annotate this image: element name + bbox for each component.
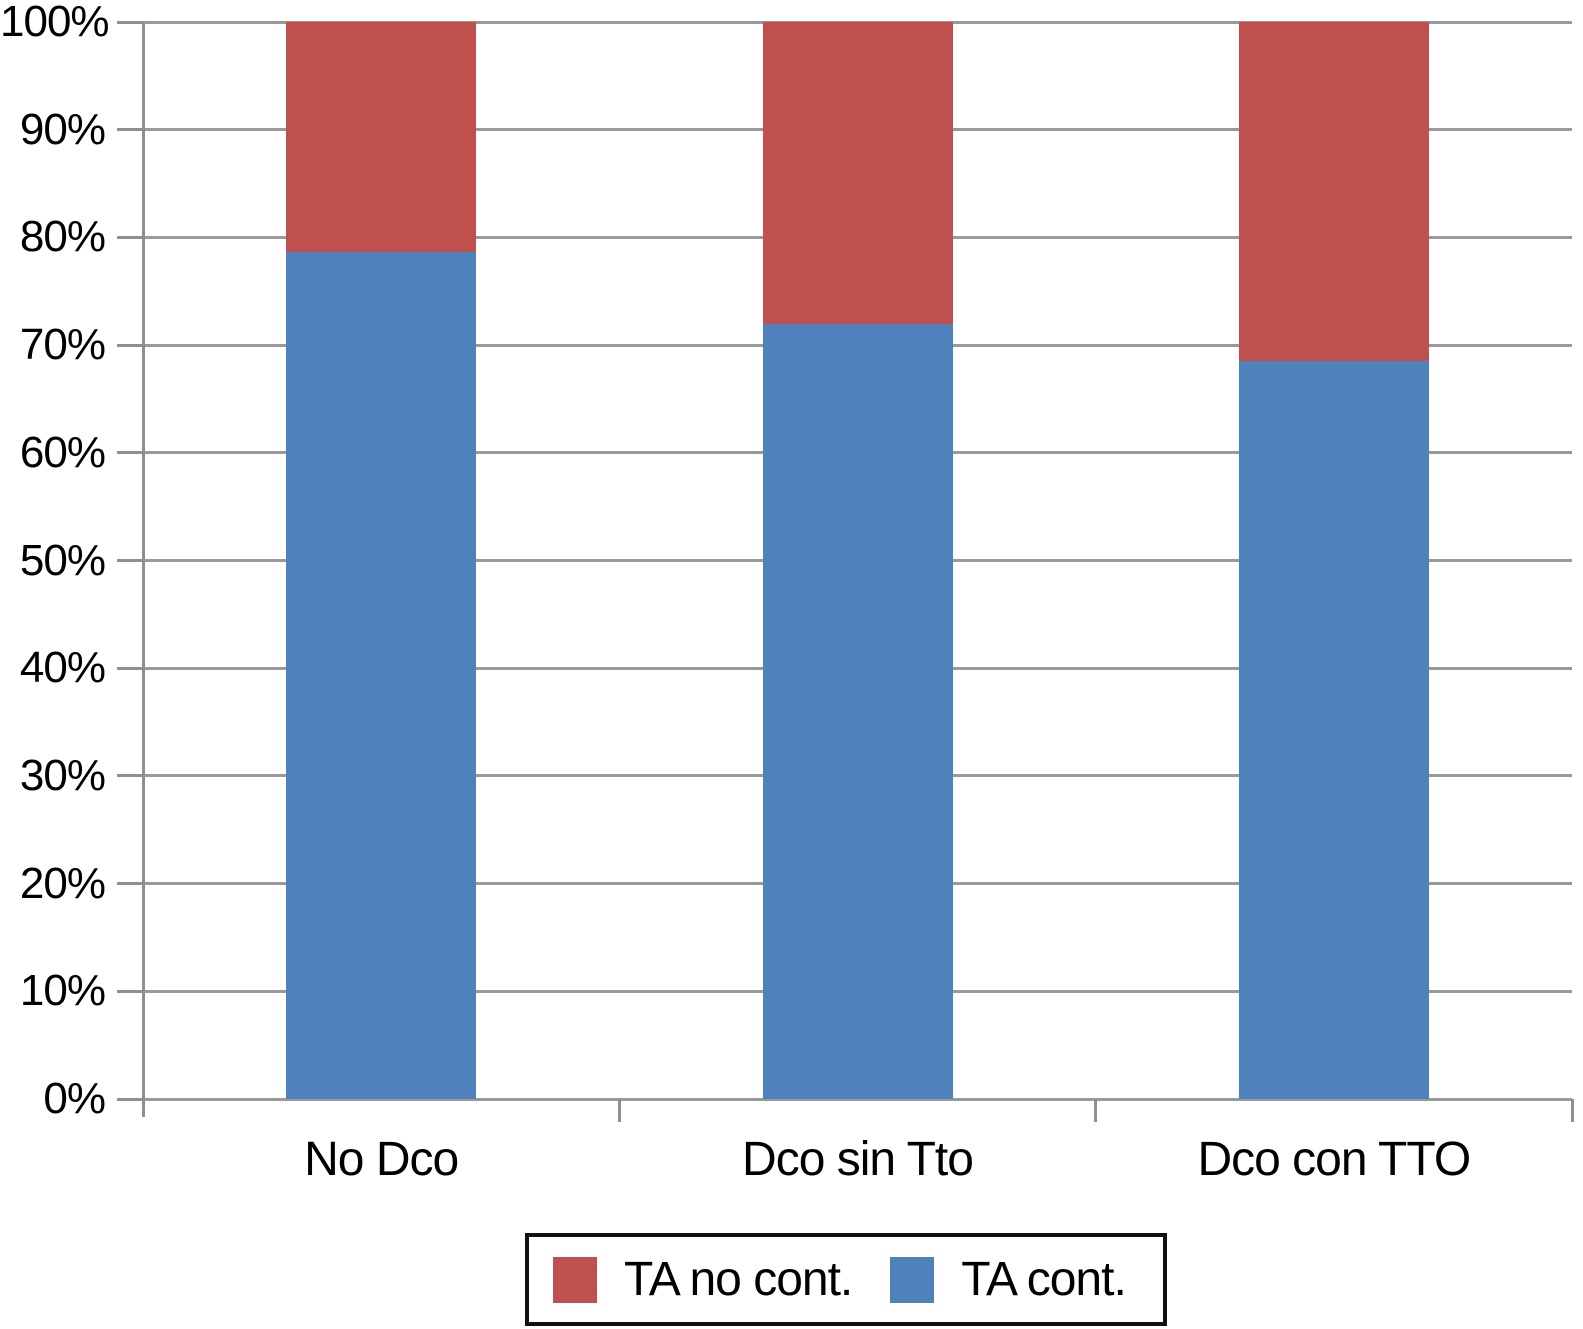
y-axis-label-100: 100% [0,0,110,46]
x-axis-tick-1 [617,1099,621,1122]
y-axis-tick-70 [117,343,143,347]
legend-label-ta-no-cont: TA no cont. [624,1252,853,1306]
y-axis-tick-50 [117,559,143,562]
x-axis-label-dco-sin-tto: Dco sin Tto [742,1133,974,1186]
y-axis-tick-30 [117,774,143,778]
y-axis-label-0: 0% [43,1074,106,1123]
y-axis-label-50: 50% [19,535,106,585]
y-axis-label-40: 40% [19,643,106,693]
legend-item-ta-cont: TA cont. [890,1252,1127,1306]
y-axis-label-80: 80% [19,212,106,262]
y-axis-tick-0 [117,1097,143,1101]
y-axis-tick-40 [117,666,143,670]
y-axis-tick-10 [117,989,143,993]
y-axis-label-10: 10% [19,966,106,1016]
bar-segment-no-dco-ta-cont [286,252,477,1099]
y-axis-tick-20 [117,882,143,886]
bar-segment-dco-con-tto-ta-cont [1238,361,1429,1099]
y-axis-label-20: 20% [19,858,106,908]
y-axis-label-60: 60% [19,427,106,477]
gridline-0 [143,1097,1572,1101]
x-axis-tick-3 [1570,1099,1574,1122]
legend: TA no cont. TA cont. [525,1233,1167,1326]
legend-label-ta-cont: TA cont. [961,1252,1127,1306]
legend-item-ta-no-cont: TA no cont. [553,1252,853,1306]
y-axis-label-30: 30% [19,750,106,800]
bar-segment-dco-sin-tto-ta-cont [762,323,953,1099]
y-axis-tick-60 [117,451,143,455]
y-axis-line [141,22,145,1117]
x-axis-label-no-dco: No Dco [304,1133,459,1186]
y-axis-tick-80 [117,235,143,239]
x-axis-tick-2 [1094,1099,1098,1122]
y-axis-tick-100 [117,20,143,24]
y-axis-tick-90 [117,128,143,132]
bar-segment-no-dco-ta-no-cont [286,22,477,253]
y-axis-label-70: 70% [19,320,106,370]
bar-segment-dco-con-tto-ta-no-cont [1238,22,1429,362]
legend-swatch-red [553,1256,597,1303]
legend-swatch-blue [890,1256,935,1303]
x-axis-label-dco-con-tto: Dco con TTO [1197,1133,1471,1186]
y-axis-label-90: 90% [19,104,106,154]
bar-segment-dco-sin-tto-ta-no-cont [762,22,953,324]
